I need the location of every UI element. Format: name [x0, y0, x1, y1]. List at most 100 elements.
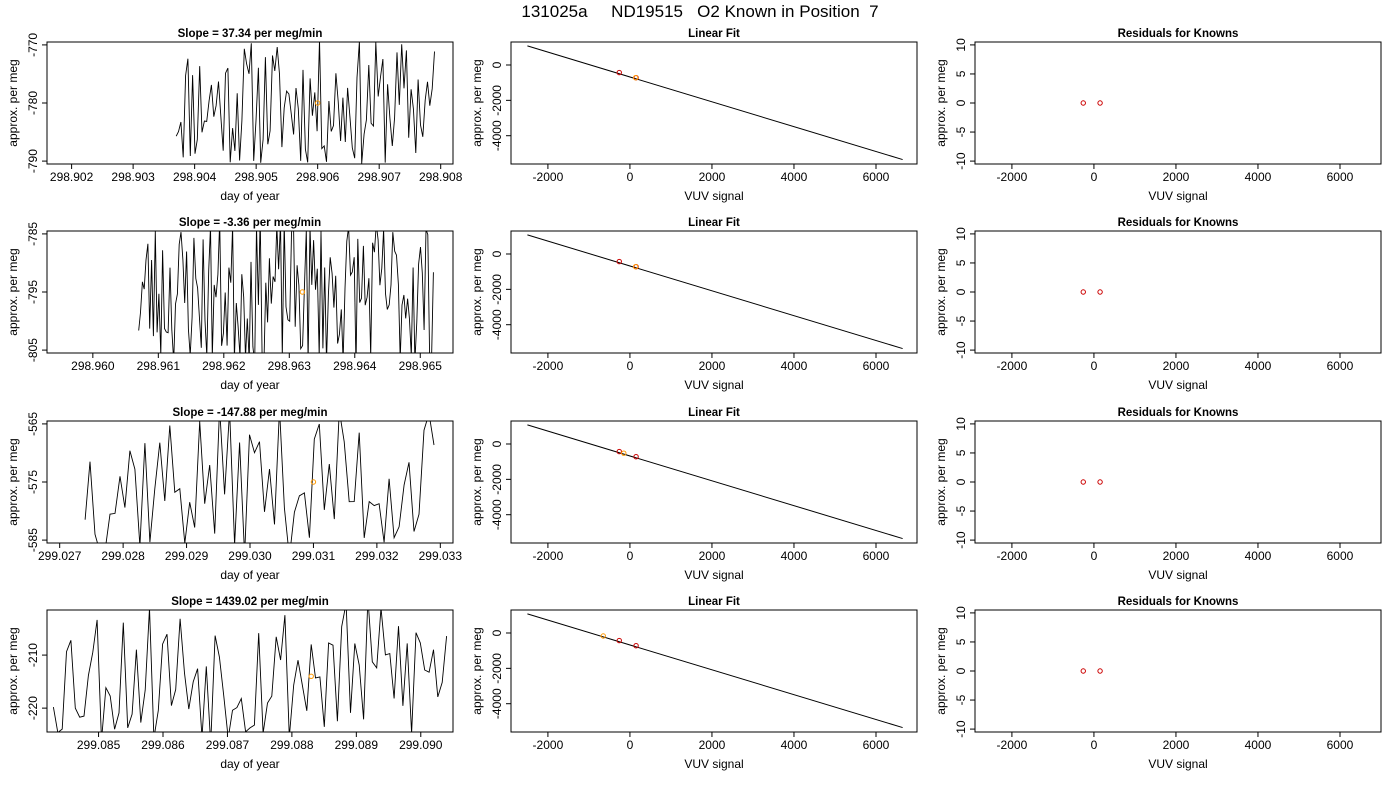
x-tick-label: 4000	[1245, 170, 1272, 184]
x-tick-label: 0	[1091, 359, 1098, 373]
x-axis-label: VUV signal	[1148, 189, 1207, 203]
x-tick-label: 6000	[863, 738, 890, 752]
highlight-point	[314, 100, 321, 106]
chart-panel-r3-timeseries: Slope = -147.88 per meg/min 299.027 299.02…	[6, 407, 462, 582]
y-axis-label: approx. per meg	[6, 627, 20, 714]
y-tick-label: 10	[954, 417, 968, 431]
y-tick-label: 0	[490, 61, 504, 68]
y-axis-label: approx. per meg	[470, 627, 484, 714]
y-axis-label: approx. per meg	[470, 248, 484, 335]
plot-frame	[510, 420, 918, 544]
y-tick-label: 5	[954, 449, 968, 456]
y-tick-label: 5	[954, 70, 968, 77]
x-tick-label: 298.907	[357, 170, 401, 184]
x-tick-label: 299.086	[141, 738, 185, 752]
x-tick-label: 2000	[1163, 170, 1190, 184]
y-axis-label: approx. per meg	[934, 627, 948, 714]
y-axis-label: approx. per meg	[934, 438, 948, 525]
x-tick-label: 0	[627, 359, 634, 373]
x-tick-label: 4000	[1245, 549, 1272, 563]
x-tick-label: 298.903	[111, 170, 155, 184]
y-tick-label: -2000	[490, 85, 504, 116]
y-tick-label: -585	[26, 528, 40, 552]
plot-frame	[510, 41, 918, 165]
chart-title: Slope = -3.36 per meg/min	[179, 217, 321, 229]
x-tick-label: 299.085	[77, 738, 121, 752]
y-axis-label: approx. per meg	[934, 248, 948, 335]
x-tick-label: 298.963	[268, 359, 312, 373]
y-axis-label: approx. per meg	[6, 438, 20, 525]
x-tick-label: 299.033	[419, 549, 463, 563]
known-point	[616, 448, 622, 455]
x-tick-label: 0	[1091, 170, 1098, 184]
fit-line	[527, 45, 903, 161]
chart-title: Linear Fit	[688, 217, 740, 229]
x-tick-label: 299.088	[270, 738, 314, 752]
plot-area	[1080, 668, 1103, 674]
chart-title: Slope = 37.34 per meg/min	[178, 28, 323, 40]
y-tick-label: 0	[954, 667, 968, 674]
y-tick-label: -220	[26, 696, 40, 720]
known-point	[616, 637, 622, 644]
x-tick-label: 2000	[699, 170, 726, 184]
y-tick-label: -790	[26, 149, 40, 173]
y-axis-label: approx. per meg	[6, 248, 20, 335]
chart-title: Residuals for Knowns	[1118, 596, 1239, 608]
x-tick-label: -2000	[997, 359, 1028, 373]
y-tick-label: -785	[26, 222, 40, 246]
x-tick-label: 6000	[1327, 170, 1354, 184]
y-axis-label: approx. per meg	[934, 59, 948, 146]
x-tick-label: -2000	[533, 359, 564, 373]
x-tick-label: 2000	[1163, 738, 1190, 752]
plot-area	[1080, 100, 1103, 106]
chart-panel-r1-timeseries: Slope = 37.34 per meg/min 298.902 298.903 2…	[6, 28, 463, 203]
x-tick-label: 2000	[699, 738, 726, 752]
x-axis-label: VUV signal	[684, 378, 743, 392]
x-tick-label: 298.908	[419, 170, 463, 184]
y-tick-label: -5	[954, 505, 968, 516]
x-tick-label: 2000	[699, 359, 726, 373]
known-point	[616, 258, 622, 265]
y-axis-label: approx. per meg	[470, 59, 484, 146]
plot-area	[527, 613, 903, 729]
x-tick-label: 299.032	[355, 549, 399, 563]
y-tick-label: 0	[954, 288, 968, 295]
chart-panel-r3-linearfit: Linear Fit -2000 0 2000 4000 6000 VUV signal 0 -…	[470, 407, 918, 582]
plot-area	[1080, 479, 1103, 485]
x-tick-label: 298.965	[399, 359, 443, 373]
x-tick-label: 299.031	[292, 549, 336, 563]
highlight-point	[600, 633, 606, 639]
x-axis-label: day of year	[220, 568, 279, 582]
known-point	[1097, 668, 1103, 674]
y-tick-label: -5	[954, 126, 968, 137]
known-point	[1080, 668, 1086, 674]
x-axis-label: VUV signal	[684, 757, 743, 771]
y-tick-label: 5	[954, 638, 968, 645]
x-axis-label: day of year	[220, 189, 279, 203]
chart-title: Slope = 1439.02 per meg/min	[171, 596, 329, 608]
data-trace-line	[84, 421, 435, 543]
plot-area	[1080, 289, 1103, 295]
y-tick-label: -2000	[490, 464, 504, 495]
y-tick-label: -10	[954, 531, 968, 549]
x-tick-label: 298.906	[296, 170, 340, 184]
y-tick-label: -2000	[490, 653, 504, 684]
highlight-point	[310, 479, 317, 485]
x-tick-label: 298.960	[71, 359, 115, 373]
data-trace-line	[138, 231, 434, 353]
x-tick-label: 2000	[1163, 549, 1190, 563]
x-tick-label: 299.090	[399, 738, 443, 752]
known-point	[616, 69, 622, 76]
x-tick-label: 298.905	[234, 170, 278, 184]
y-tick-label: -805	[26, 338, 40, 362]
x-tick-label: -2000	[533, 549, 564, 563]
plot-area	[138, 231, 434, 353]
chart-panel-r2-residuals: Residuals for Knowns -2000 0 2000 4000 6000 VU…	[934, 217, 1382, 392]
plot-area	[175, 42, 435, 164]
fit-line	[527, 234, 903, 350]
x-tick-label: 6000	[1327, 738, 1354, 752]
x-axis-label: day of year	[220, 378, 279, 392]
x-tick-label: 298.964	[333, 359, 377, 373]
plot-frame	[46, 420, 454, 544]
x-axis-label: VUV signal	[684, 189, 743, 203]
